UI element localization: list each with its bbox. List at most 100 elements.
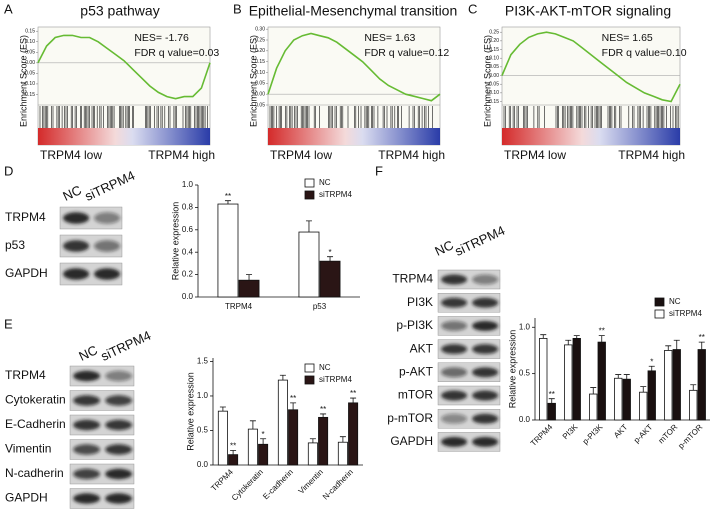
blot-band (63, 268, 90, 280)
y-tick-label: 0.4 (182, 247, 194, 256)
significance: ** (225, 192, 231, 201)
legend-swatch (304, 190, 315, 200)
bar (217, 203, 239, 298)
y-tick-label: 0.05 (25, 50, 35, 56)
bar (238, 279, 260, 298)
x-tick-label: AKT (612, 422, 629, 439)
significance: ** (290, 394, 296, 403)
bar (277, 379, 288, 466)
error-bar (224, 200, 231, 205)
y-tick-label: 0.20 (489, 38, 499, 44)
blot-label: Vimentin (5, 442, 51, 456)
blot-band (63, 240, 90, 252)
y-axis-label: Enrichment Score (ES) (482, 35, 492, 127)
blot-band (105, 419, 133, 431)
plot-frame (37, 26, 211, 146)
legend-label: NC (319, 363, 331, 372)
chart-title: p53 pathway (80, 3, 159, 19)
y-tick-label: 0.10 (25, 39, 35, 45)
chart-title: PI3K-AKT-mTOR signaling (505, 3, 671, 19)
bar (319, 260, 341, 298)
x-tick-label: p53 (313, 302, 327, 311)
panel-label: E (4, 316, 13, 331)
bar (288, 409, 299, 466)
y-tick-label: 0.8 (182, 203, 194, 212)
blot-label: p53 (5, 238, 25, 252)
error-bar (548, 398, 555, 404)
blot-band (73, 493, 101, 504)
rank-gradient (502, 128, 680, 145)
significance: ** (599, 327, 605, 336)
blot-band (94, 268, 121, 280)
significance: ** (699, 333, 705, 342)
y-tick-label: -0.15 (24, 92, 36, 98)
blot-band (472, 413, 499, 424)
annotation: FDR q value=0.03 (134, 47, 219, 59)
y-tick-label: 1.0 (182, 180, 194, 189)
blot-band (441, 413, 468, 424)
blot-label: E-Cadherin (5, 417, 66, 431)
error-bar (673, 339, 680, 350)
y-axis-label: Enrichment Score (ES) (248, 35, 258, 127)
legend-label: siTRPM4 (319, 375, 352, 384)
y-tick-label: -0.10 (488, 90, 500, 96)
significance: ** (350, 389, 356, 398)
blot-band (472, 367, 499, 378)
error-bar (219, 406, 226, 412)
blot-band (105, 468, 133, 480)
y-tick-label: -0.05 (254, 102, 266, 108)
bar (564, 344, 573, 421)
error-bar (305, 220, 312, 233)
y-tick-label: 0.30 (255, 26, 265, 32)
y-axis-label: Relative expression (507, 330, 517, 409)
hit-lines (503, 106, 679, 128)
bar (318, 416, 329, 466)
blot-label: PI3K (407, 295, 433, 309)
significance: * (262, 430, 265, 439)
error-bar (339, 436, 346, 443)
blot-label: N-cadherin (5, 466, 64, 480)
blot-band (105, 493, 133, 504)
error-bar (350, 397, 357, 403)
lane-label: NC (432, 237, 455, 259)
y-tick-label: 0.6 (182, 225, 194, 234)
legend-swatch (654, 297, 665, 307)
y-tick-label: -0.15 (488, 99, 500, 105)
blot-band (105, 444, 133, 455)
x-tick-label: E-cadherin (261, 468, 295, 502)
bar (348, 402, 359, 466)
x-tick-label: p-PI3K (581, 422, 605, 446)
x-end-label: TRPM4 high (148, 148, 215, 162)
y-tick-label: 0.15 (489, 47, 499, 53)
annotation: FDR q value=0.12 (364, 47, 449, 59)
legend-label: NC (319, 178, 331, 187)
y-tick-label: 0.15 (25, 29, 35, 35)
y-tick-label: 0.0 (519, 415, 531, 424)
legend-swatch (304, 375, 315, 385)
bar (307, 442, 318, 466)
blot-band (105, 370, 133, 382)
x-tick-label: p-mTOR (676, 422, 704, 450)
blot-label: TRPM4 (5, 210, 46, 224)
bar (247, 428, 258, 466)
error-bar (230, 450, 237, 455)
x-tick-label: mTOR (656, 422, 679, 445)
blot-band (73, 444, 101, 455)
blot-band (472, 274, 499, 285)
panel-label: C (468, 1, 477, 16)
blot-label: TRPM4 (5, 368, 46, 382)
error-bar (665, 345, 672, 351)
y-tick-label: 0.25 (489, 30, 499, 36)
panel-label: F (375, 163, 383, 178)
bar (672, 349, 681, 421)
y-tick-label: 0.25 (255, 37, 265, 43)
error-bar (623, 374, 630, 380)
blot-band (441, 390, 468, 401)
blot-band (94, 240, 121, 252)
blot-band (441, 436, 468, 447)
blot-band (441, 320, 468, 331)
blot-band (94, 212, 121, 224)
y-tick-label: -0.05 (24, 71, 36, 77)
y-tick-label: 0.0 (182, 292, 194, 301)
blot-label: p-mTOR (387, 411, 433, 425)
